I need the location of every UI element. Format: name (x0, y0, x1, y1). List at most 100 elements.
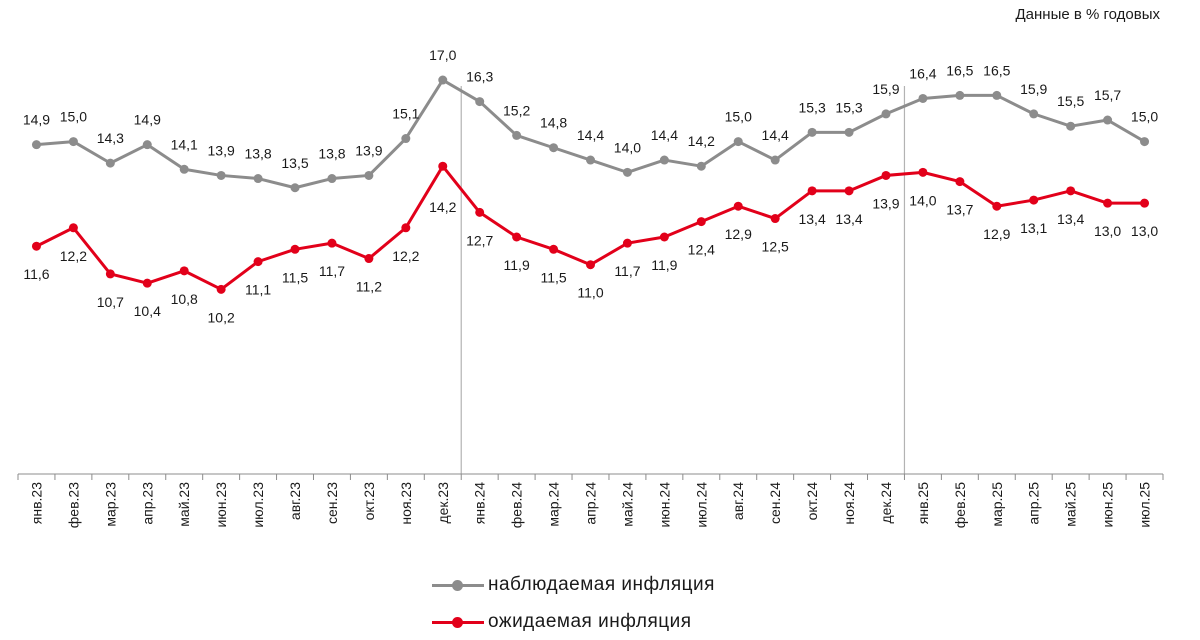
data-label-expected: 11,1 (245, 282, 271, 298)
data-label-observed: 16,5 (946, 62, 973, 78)
data-point-expected (881, 170, 891, 180)
data-label-observed: 15,9 (1020, 81, 1047, 97)
data-point-observed (253, 174, 263, 184)
data-point-expected (1029, 195, 1039, 205)
data-point-observed (992, 90, 1002, 100)
x-tick-label: июл.24 (693, 482, 709, 528)
data-point-expected (622, 238, 632, 248)
x-tick-label: янв.25 (915, 482, 931, 524)
data-point-observed (327, 174, 337, 184)
data-point-observed (68, 137, 78, 147)
data-point-expected (586, 260, 595, 270)
x-tick-label: фев.23 (65, 482, 81, 528)
x-tick-label: июн.23 (213, 482, 229, 528)
data-point-observed (659, 155, 669, 165)
data-point-expected (327, 238, 337, 248)
data-label-expected: 12,5 (762, 239, 789, 255)
data-label-observed: 17,0 (429, 47, 456, 63)
x-tick-label: апр.23 (139, 482, 155, 525)
x-tick-label: июл.23 (250, 482, 266, 528)
data-point-expected (179, 266, 189, 276)
data-point-expected (696, 217, 706, 227)
data-point-observed (733, 137, 743, 147)
data-label-observed: 15,0 (60, 109, 87, 125)
legend-label-observed: наблюдаемая инфляция (488, 573, 715, 595)
data-label-expected: 13,4 (798, 211, 825, 227)
legend-swatch-expected (432, 612, 484, 632)
data-label-observed: 13,9 (355, 142, 382, 158)
data-point-expected (290, 244, 300, 254)
data-label-observed: 13,9 (208, 142, 235, 158)
x-tick-label: окт.24 (804, 482, 820, 521)
data-label-expected: 12,9 (983, 226, 1010, 242)
data-point-expected (844, 186, 854, 196)
data-label-observed: 14,4 (762, 127, 789, 143)
x-tick-label: май.23 (176, 482, 192, 527)
data-point-expected (1140, 198, 1150, 208)
x-tick-label: май.24 (619, 482, 635, 527)
data-label-observed: 14,9 (23, 112, 50, 128)
data-point-observed (475, 97, 485, 107)
data-label-expected: 10,7 (97, 294, 124, 310)
data-point-expected (512, 232, 522, 242)
data-label-expected: 11,5 (540, 269, 566, 285)
data-point-observed (142, 140, 152, 150)
data-label-expected: 12,2 (392, 248, 419, 264)
data-point-observed (622, 167, 632, 177)
x-tick-label: мар.24 (546, 482, 562, 527)
data-label-observed: 15,2 (503, 102, 530, 118)
data-label-expected: 13,0 (1094, 223, 1121, 239)
data-label-observed: 15,1 (392, 106, 419, 122)
x-tick-label: фев.24 (509, 482, 525, 528)
data-label-expected: 14,0 (909, 192, 936, 208)
legend-swatch-observed (432, 575, 484, 595)
data-point-observed (844, 127, 854, 137)
data-label-observed: 13,5 (281, 155, 308, 171)
series-line-expected (35, 164, 1145, 291)
data-label-expected: 11,0 (577, 285, 603, 301)
data-label-observed: 15,3 (798, 99, 825, 115)
data-point-expected (475, 207, 485, 217)
data-label-expected: 13,4 (1057, 211, 1084, 227)
x-tick-label: окт.23 (361, 482, 377, 521)
data-label-expected: 10,2 (208, 309, 235, 325)
data-point-observed (216, 170, 226, 180)
data-point-observed (1066, 121, 1076, 131)
data-label-expected: 13,7 (946, 202, 973, 218)
x-tick-label: мар.25 (989, 482, 1005, 527)
x-tick-label: янв.23 (28, 482, 44, 524)
data-point-observed (512, 130, 522, 140)
data-label-observed: 14,1 (171, 136, 198, 152)
data-point-observed (364, 170, 374, 180)
x-tick-label: дек.24 (878, 482, 894, 524)
data-label-expected: 13,9 (872, 195, 899, 211)
data-label-observed: 14,3 (97, 130, 124, 146)
legend-label-expected: ожидаемая инфляция (488, 610, 692, 632)
legend-item-observed: наблюдаемая инфляция (432, 566, 715, 603)
data-point-observed (1029, 109, 1039, 119)
data-point-expected (955, 177, 965, 187)
data-point-observed (401, 134, 411, 144)
legend-item-expected: ожидаемая инфляция (432, 603, 715, 640)
x-tick-label: июл.25 (1137, 482, 1153, 528)
data-point-expected (549, 244, 559, 254)
data-label-expected: 13,1 (1020, 220, 1047, 236)
data-label-expected: 12,4 (688, 242, 715, 258)
x-tick-label: ноя.24 (841, 482, 857, 525)
data-label-expected: 11,5 (282, 269, 308, 285)
data-label-observed: 14,9 (134, 112, 161, 128)
data-point-expected (68, 223, 78, 233)
data-label-observed: 15,0 (725, 109, 752, 125)
data-point-observed (807, 127, 817, 137)
data-label-expected: 11,2 (356, 279, 382, 295)
data-label-observed: 14,4 (577, 127, 604, 143)
x-tick-label: ноя.23 (398, 482, 414, 525)
data-point-observed (1140, 137, 1150, 147)
x-tick-label: июн.24 (656, 482, 672, 528)
x-tick-label: дек.23 (435, 482, 451, 524)
data-point-expected (438, 161, 448, 171)
data-point-expected (770, 214, 780, 224)
data-point-observed (1103, 115, 1113, 125)
data-point-observed (696, 161, 706, 171)
data-label-observed: 14,8 (540, 115, 567, 131)
